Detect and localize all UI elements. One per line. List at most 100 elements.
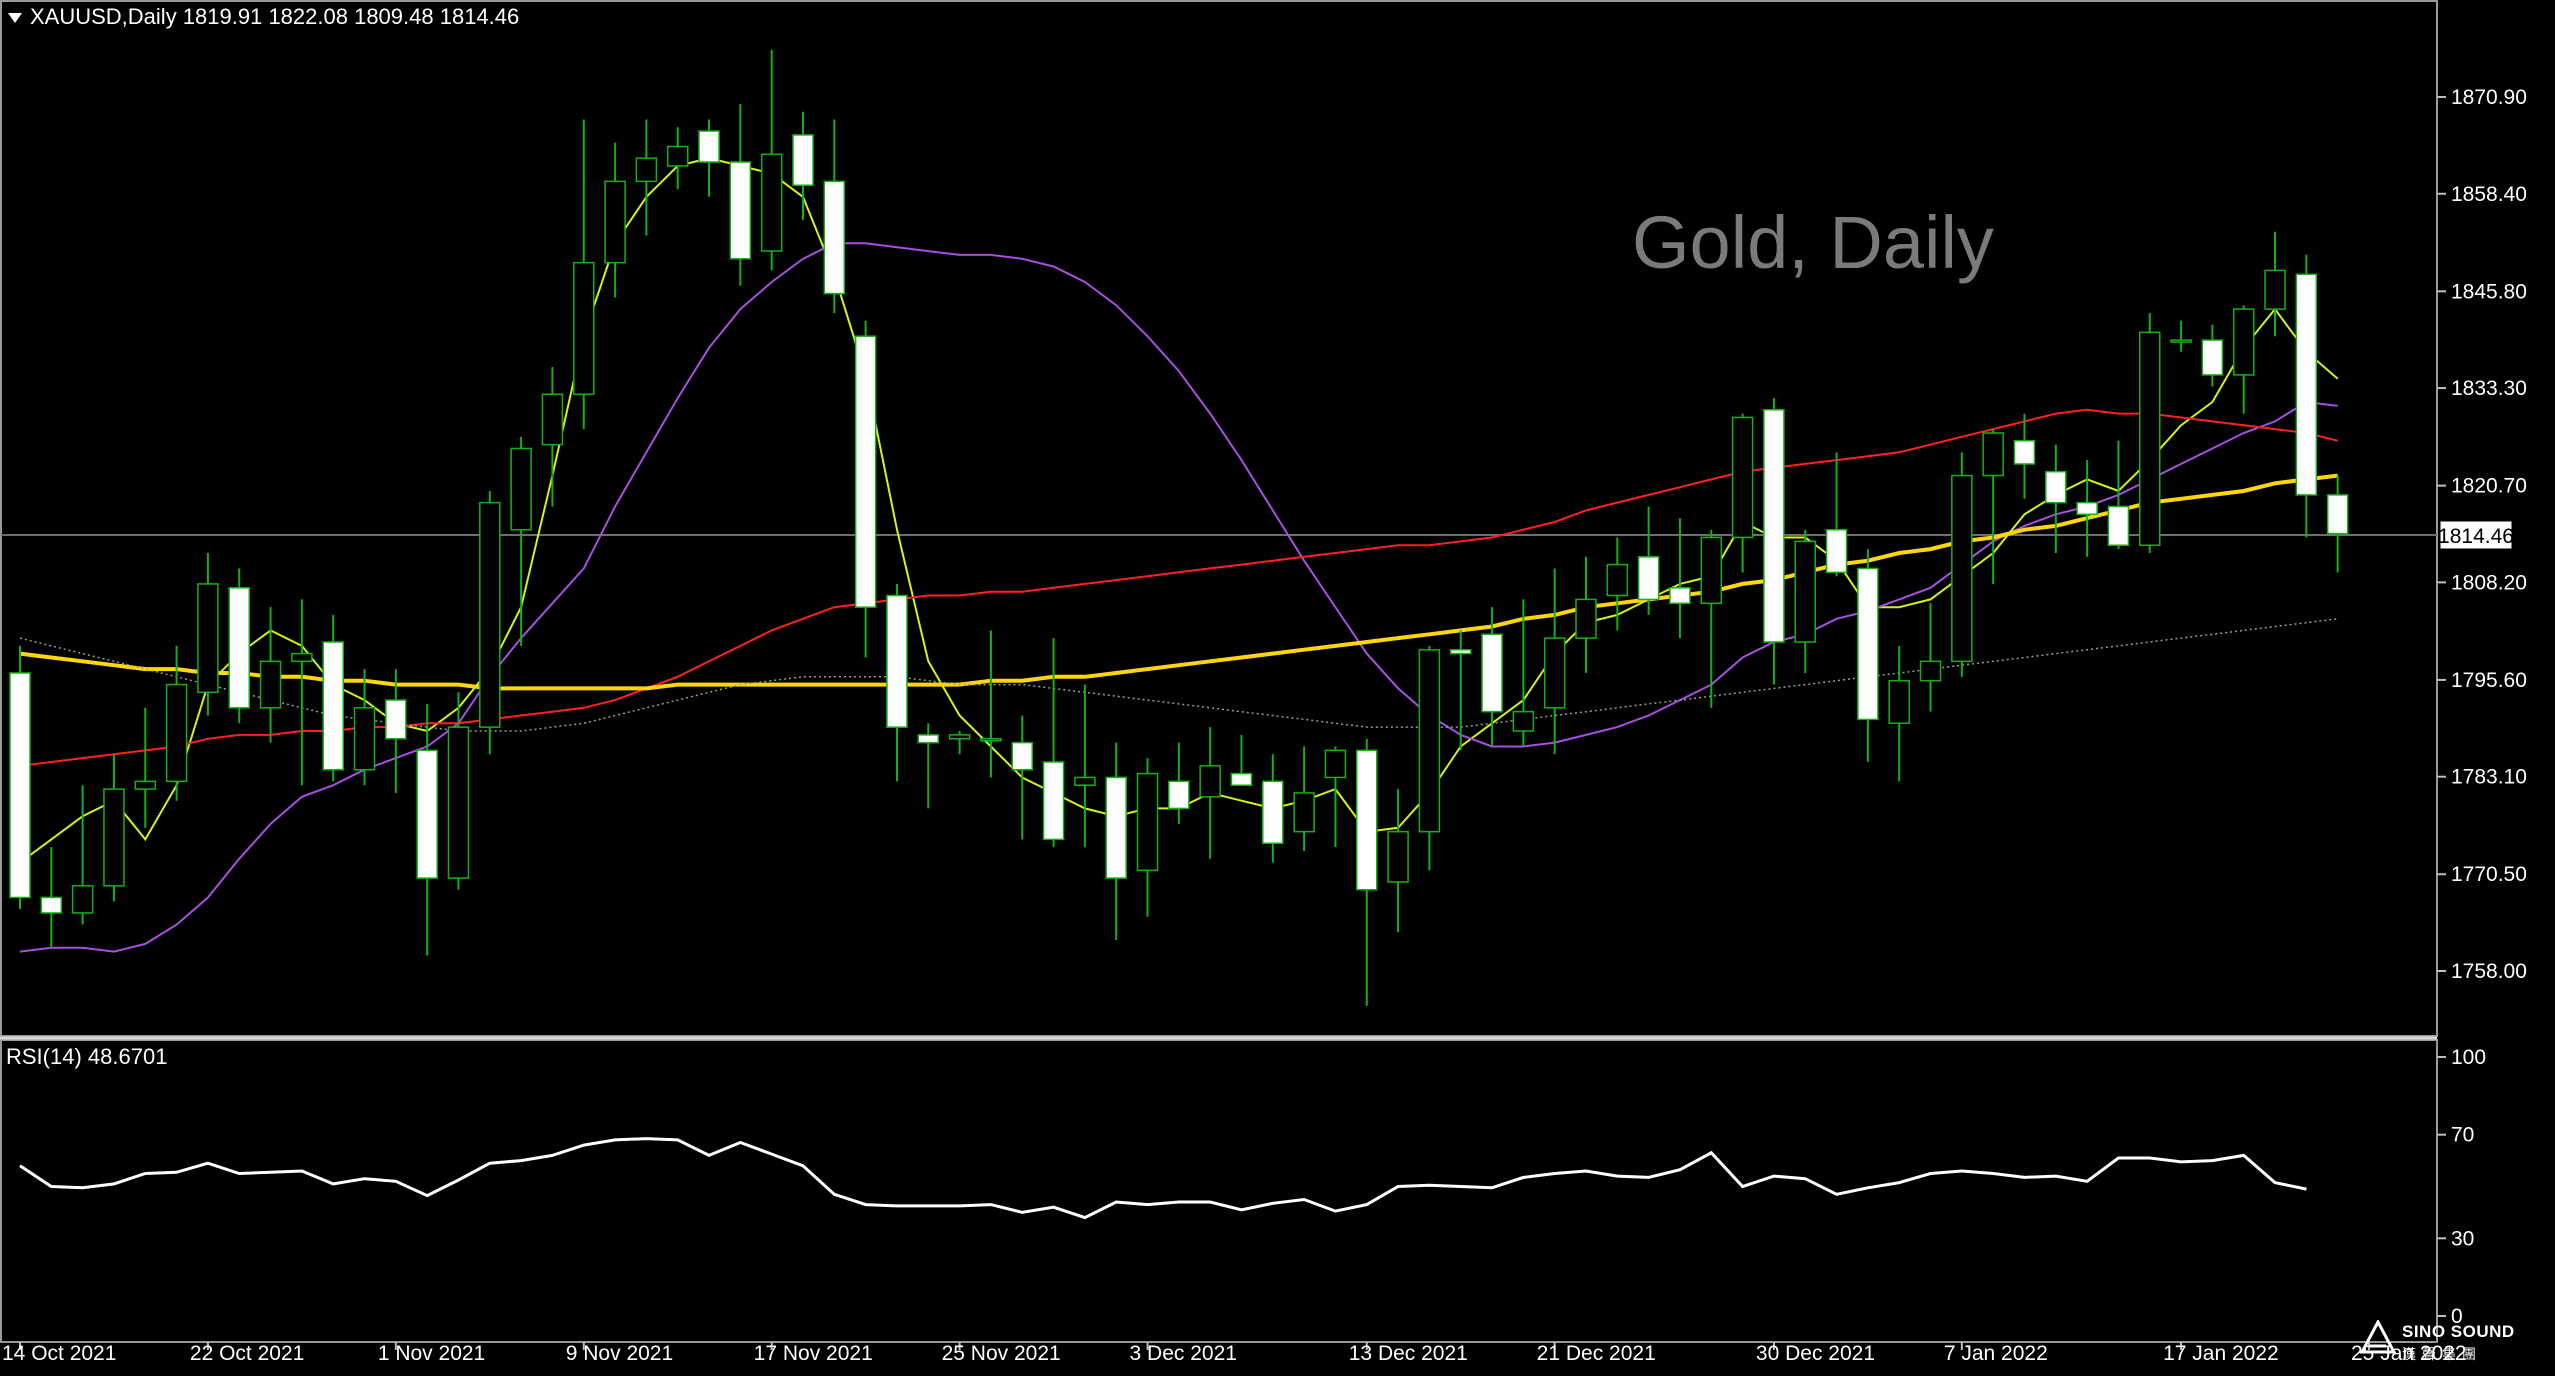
candle xyxy=(259,607,282,743)
time-tick-label: 7 Jan 2022 xyxy=(1944,1342,2048,1365)
candle-body-bullish xyxy=(980,738,1002,742)
candle xyxy=(2013,413,2036,499)
chart-watermark: Gold, Daily xyxy=(1632,201,1994,284)
candle-body-bullish xyxy=(1951,474,1973,663)
price-axis[interactable]: 1870.90 1858.40 1845.80 1833.30 1820.70 1808.… xyxy=(2437,86,2527,983)
candle xyxy=(1293,746,1315,852)
candle-body-bullish xyxy=(447,726,470,879)
candle xyxy=(1794,529,1816,673)
candle-body-bullish xyxy=(165,683,188,783)
time-tick-label: 3 Dec 2021 xyxy=(1130,1342,1237,1365)
price-tick-label: 1820.70 xyxy=(2451,475,2527,498)
candle-body-bullish xyxy=(103,788,125,887)
candle-body-bullish xyxy=(1512,710,1535,732)
candle-body-bullish xyxy=(1074,776,1096,786)
candle-body-bullish xyxy=(1888,679,1910,725)
candle-body-bearish xyxy=(2295,273,2318,496)
moving-average-line xyxy=(19,473,2338,691)
rsi-tick-label: 30 xyxy=(2451,1227,2474,1250)
candle-body-bearish xyxy=(1042,761,1065,841)
candle-body-bullish xyxy=(479,501,501,728)
candle xyxy=(197,552,219,716)
candle xyxy=(1449,630,1472,751)
candle-body-bearish xyxy=(1481,633,1503,713)
candle xyxy=(1074,684,1096,848)
candle-body-bearish xyxy=(2107,505,2130,546)
price-tick-label: 1833.30 xyxy=(2451,377,2527,400)
candle-body-bearish xyxy=(854,335,877,608)
candle-body-bullish xyxy=(1575,598,1597,639)
candle-body-bearish xyxy=(40,896,63,914)
candle xyxy=(1356,738,1378,1006)
candle xyxy=(40,847,63,948)
time-tick-label: 17 Nov 2021 xyxy=(754,1342,873,1365)
time-tick-label: 14 Oct 2021 xyxy=(2,1342,116,1365)
candle xyxy=(2232,305,2255,414)
candle xyxy=(1481,607,1503,747)
candle-body-bearish xyxy=(698,130,720,163)
candle xyxy=(1700,529,1723,708)
candle-body-bearish xyxy=(886,594,908,728)
time-tick-label: 17 Jan 2022 xyxy=(2163,1342,2279,1365)
candle xyxy=(792,111,814,221)
candle-body-bullish xyxy=(1919,660,1942,682)
dropdown-triangle-icon[interactable] xyxy=(8,13,22,24)
candle-body-bearish xyxy=(1011,741,1033,771)
price-tick-label: 1783.10 xyxy=(2451,766,2527,789)
candle-body-bullish xyxy=(573,261,595,396)
rsi-tick-label: 100 xyxy=(2451,1046,2486,1069)
price-tick-label: 1795.60 xyxy=(2451,669,2527,692)
candle-body-bearish xyxy=(729,161,752,260)
candle xyxy=(1136,758,1159,917)
candle-body-bullish xyxy=(541,393,564,446)
moving-average-line xyxy=(19,242,2338,953)
candle-body-bullish xyxy=(1387,830,1409,883)
candle-body-bearish xyxy=(1669,587,1691,605)
candle xyxy=(1888,645,1910,782)
candle xyxy=(2295,254,2318,538)
candle-body-bullish xyxy=(1543,637,1566,709)
candle xyxy=(510,436,532,646)
candle-body-bearish xyxy=(1356,749,1378,891)
symbol-header[interactable]: XAUUSD,Daily 1819.91 1822.08 1809.48 181… xyxy=(8,4,519,30)
rsi-line-group xyxy=(19,1137,2307,1220)
candle-body-bearish xyxy=(1230,772,1253,786)
rsi-axis[interactable]: 100 70 30 0 xyxy=(2437,1046,2486,1328)
time-tick-label: 21 Dec 2021 xyxy=(1537,1342,1656,1365)
candle xyxy=(1637,506,1660,615)
candle xyxy=(1105,742,1127,941)
candles xyxy=(9,49,2349,1006)
candle xyxy=(1387,789,1409,933)
rsi-header[interactable]: RSI(14) 48.6701 xyxy=(6,1044,168,1069)
candle xyxy=(1731,413,1754,573)
symbol-header-text: XAUUSD,Daily 1819.91 1822.08 1809.48 181… xyxy=(30,4,520,29)
candle xyxy=(1168,742,1190,824)
price-tick-label: 1845.80 xyxy=(2451,280,2527,303)
price-tick-label: 1808.20 xyxy=(2451,571,2527,594)
logo-name: SINO SOUND xyxy=(2402,1322,2515,1341)
candle-body-bullish xyxy=(2139,331,2161,546)
candle xyxy=(917,723,940,809)
time-axis[interactable]: 14 Oct 2021 22 Oct 2021 1 Nov 2021 9 Nov 20… xyxy=(2,1342,2467,1365)
rsi-tick-label: 70 xyxy=(2451,1124,2474,1147)
candle xyxy=(1982,429,2004,584)
company-logo: SINO SOUND 漢聲集團 xyxy=(2350,1300,2550,1368)
candle-body-bearish xyxy=(1262,780,1284,845)
candle-body-bearish xyxy=(416,749,438,879)
candle xyxy=(729,103,752,286)
time-tick-label: 30 Dec 2021 xyxy=(1756,1342,1875,1365)
candle-body-bearish xyxy=(1763,409,1785,643)
main-panel-frame xyxy=(0,0,2438,1037)
candle xyxy=(228,568,250,724)
candle-body-bearish xyxy=(792,134,814,187)
candle-body-bullish xyxy=(2264,269,2286,310)
candle-body-bearish xyxy=(1825,528,1848,574)
candle-body-bullish xyxy=(1731,416,1754,539)
candle xyxy=(385,669,407,793)
rsi-tick-label: 0 xyxy=(2451,1305,2463,1328)
candle-body-bullish xyxy=(134,780,157,790)
current-price-label: 1814.46 xyxy=(2438,525,2514,548)
candle xyxy=(416,703,438,956)
candle-body-bullish xyxy=(71,885,94,914)
